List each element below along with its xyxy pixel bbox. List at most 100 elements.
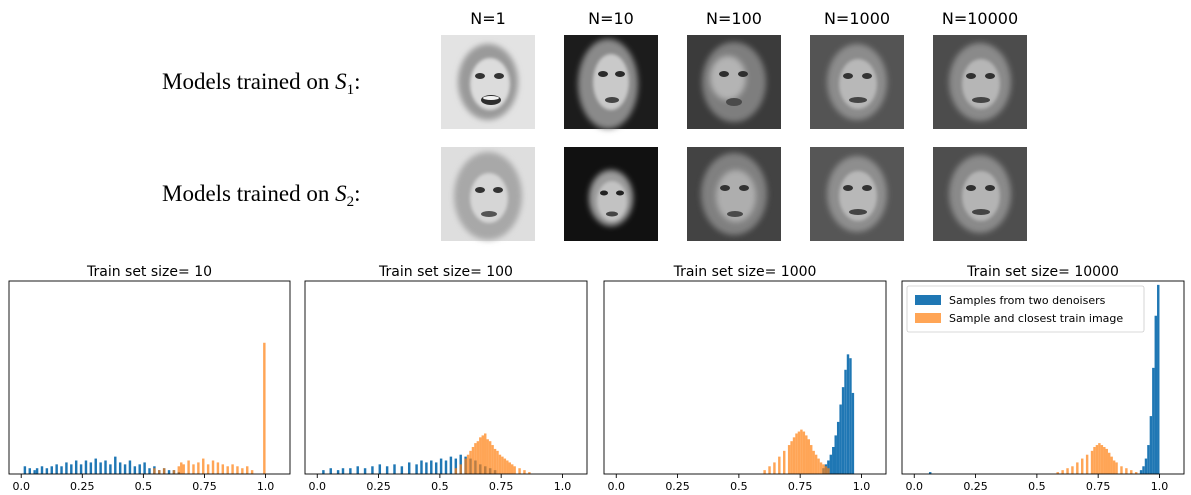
histogram-bar bbox=[484, 433, 487, 474]
row-label-s1-prefix: Models trained on bbox=[162, 69, 335, 94]
histogram-bar bbox=[1154, 315, 1158, 474]
histogram-bar bbox=[322, 470, 325, 474]
histogram-bar bbox=[1134, 472, 1138, 474]
histogram-bar bbox=[518, 468, 521, 474]
histogram-bar bbox=[834, 435, 837, 474]
histogram-bar bbox=[55, 464, 58, 474]
face-image-s1-n1000 bbox=[810, 35, 904, 129]
histogram-bar bbox=[498, 454, 502, 474]
histogram-bar bbox=[158, 470, 161, 474]
histogram-bar bbox=[23, 466, 27, 474]
x-tick-label: 0.0 bbox=[906, 480, 924, 493]
x-tick-label: 0.75 bbox=[192, 480, 217, 493]
series-orange bbox=[153, 342, 266, 474]
face-image-s2-n10 bbox=[564, 147, 658, 241]
histogram-bar bbox=[202, 458, 205, 474]
histogram-bar bbox=[1095, 445, 1099, 474]
face-image-s2-n1 bbox=[441, 147, 535, 241]
x-tick-label: 0.25 bbox=[963, 480, 988, 493]
histogram-bar bbox=[133, 466, 137, 474]
histogram-bar bbox=[787, 445, 791, 474]
histogram-bar bbox=[70, 464, 73, 474]
histogram-bar bbox=[819, 462, 823, 474]
histogram-bar bbox=[246, 466, 249, 474]
histogram-bar bbox=[501, 456, 504, 474]
x-tick-label: 1.0 bbox=[1151, 480, 1169, 493]
histogram-bar bbox=[123, 464, 127, 474]
histogram-bar bbox=[1098, 443, 1101, 474]
histogram-bar bbox=[493, 448, 497, 474]
histogram-bar bbox=[250, 470, 254, 474]
histogram-bar bbox=[109, 464, 112, 474]
histogram-bar bbox=[60, 466, 63, 474]
face-grid: N=1 N=10 N=100 N=1000 N=10000 Models tra… bbox=[162, 9, 1027, 241]
histogram-bar bbox=[812, 450, 815, 474]
histogram-bar bbox=[1081, 458, 1084, 474]
histogram-bar bbox=[1147, 445, 1150, 474]
histogram-bar bbox=[486, 439, 489, 474]
histogram-bar bbox=[817, 458, 820, 474]
histogram-bar bbox=[187, 460, 190, 474]
histogram-bar bbox=[1130, 470, 1133, 474]
histogram-bar bbox=[491, 445, 494, 474]
row-label-s2-sub: 2 bbox=[347, 194, 355, 210]
histogram-bar bbox=[79, 464, 83, 474]
x-tick-label: 0.25 bbox=[70, 480, 95, 493]
histogram-bar bbox=[849, 358, 852, 474]
histogram-bar bbox=[221, 464, 225, 474]
histogram-bar bbox=[836, 421, 840, 474]
histogram-bar bbox=[773, 462, 776, 474]
histogram-bar bbox=[40, 466, 44, 474]
panel-title: Train set size= 1000 bbox=[673, 264, 817, 280]
x-tick-label: 0.25 bbox=[366, 480, 391, 493]
column-title-n1: N=1 bbox=[470, 9, 506, 28]
histogram-bar bbox=[1152, 367, 1155, 474]
histogram-bar bbox=[378, 464, 382, 474]
histogram-panel-2: Train set size= 100 0.0 0.25 0.5 0.75 1.0 bbox=[304, 264, 588, 493]
histogram-bar bbox=[74, 460, 78, 474]
histogram-bar bbox=[790, 441, 793, 474]
histogram-bar bbox=[263, 342, 266, 474]
histogram-bar bbox=[449, 456, 453, 474]
column-title-n10000: N=10000 bbox=[942, 9, 1018, 28]
histogram-bar bbox=[226, 466, 229, 474]
histogram-bar bbox=[434, 462, 438, 474]
histogram-bar bbox=[1110, 456, 1113, 474]
histogram-bar bbox=[197, 462, 200, 474]
histogram-bar bbox=[99, 462, 102, 474]
histogram-bar bbox=[1103, 446, 1106, 474]
histogram-bar bbox=[94, 458, 97, 474]
x-tick-label: 1.0 bbox=[853, 480, 871, 493]
histogram-bar bbox=[430, 460, 433, 474]
histogram-bar bbox=[454, 468, 458, 474]
histogram-bar bbox=[523, 470, 526, 474]
histogram-bar bbox=[795, 433, 798, 474]
histogram-bar bbox=[474, 443, 477, 474]
histogram-bar bbox=[1149, 416, 1153, 474]
histogram-bar bbox=[476, 441, 480, 474]
histogram-bar bbox=[481, 435, 485, 474]
histogram-bar bbox=[153, 468, 156, 474]
histogram-bar bbox=[1090, 450, 1094, 474]
histogram-bar bbox=[1066, 468, 1069, 474]
histogram-bar bbox=[211, 460, 215, 474]
histogram-bar bbox=[206, 464, 210, 474]
histogram-bar bbox=[1107, 452, 1111, 474]
histogram-bar bbox=[420, 460, 423, 474]
row-label-s2: Models trained on S2: bbox=[162, 181, 361, 210]
histogram-bar bbox=[216, 462, 220, 474]
histogram-bar bbox=[1105, 448, 1108, 474]
histogram-bar bbox=[768, 466, 771, 474]
series-blue bbox=[23, 456, 181, 474]
histogram-panels: Train set size= 100.0 0.25 0.5 0.75 1.0Train… bbox=[8, 264, 1185, 493]
histogram-bar bbox=[341, 468, 345, 474]
axes-frame bbox=[603, 280, 887, 475]
face-image-s1-n100 bbox=[687, 35, 781, 129]
x-tick-label: 1.0 bbox=[257, 480, 275, 493]
histogram-bar bbox=[528, 472, 531, 474]
face-image-s1-n10000 bbox=[933, 35, 1027, 129]
series-blue bbox=[928, 284, 1160, 474]
histogram-bar bbox=[839, 404, 842, 474]
panel-title: Train set size= 100 bbox=[378, 264, 513, 280]
